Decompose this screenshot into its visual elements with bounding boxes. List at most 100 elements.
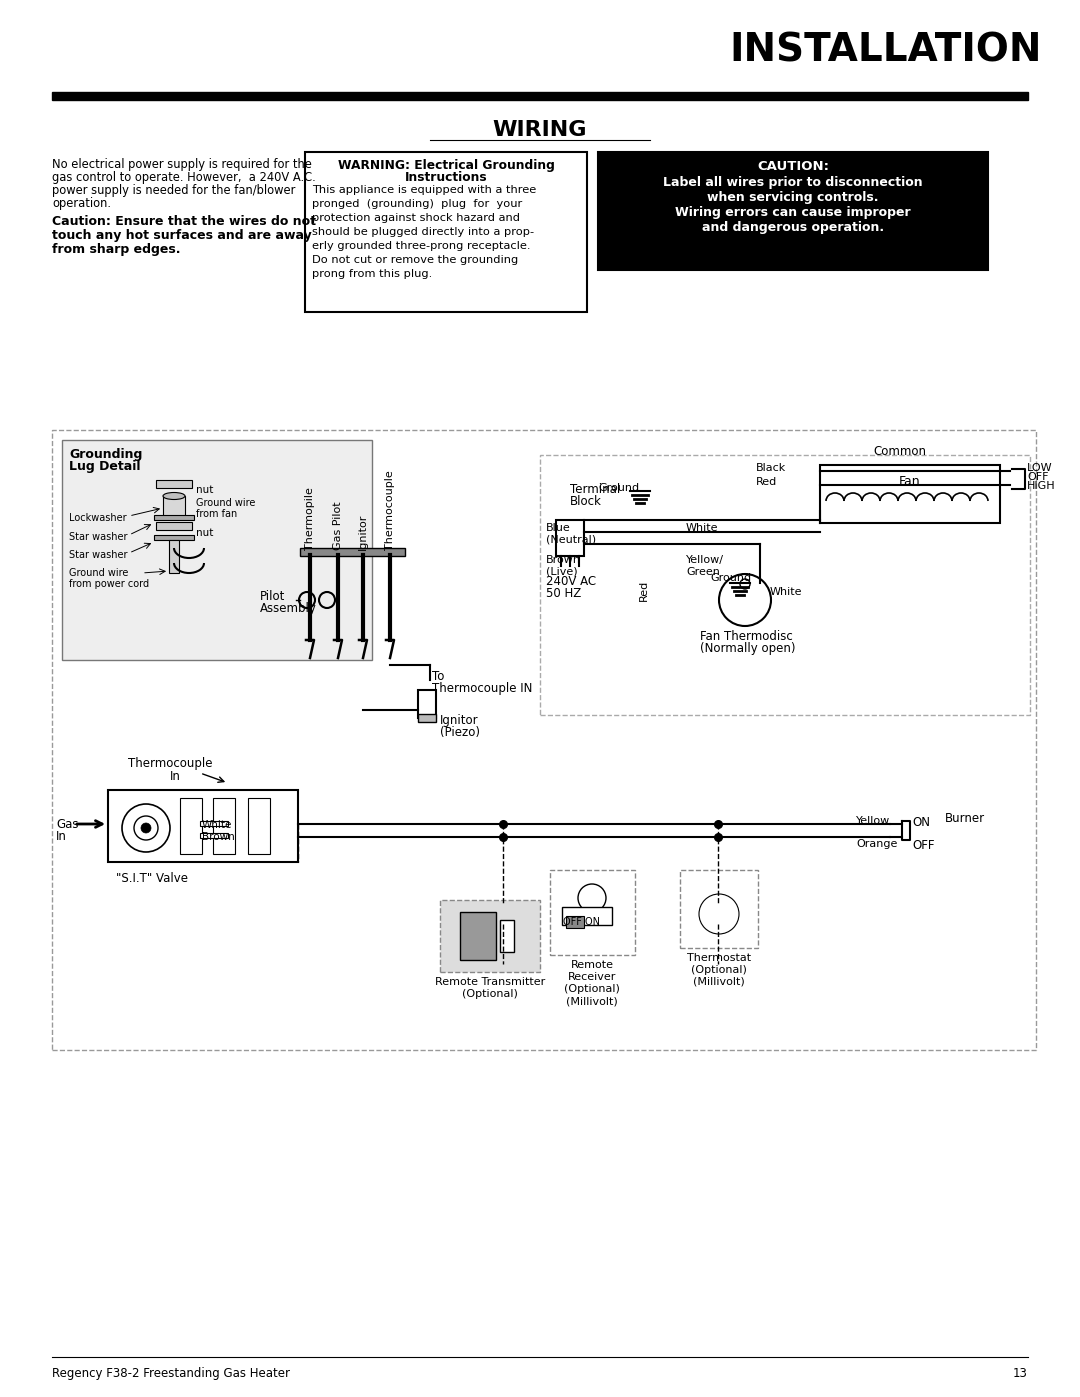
Text: Block: Block: [570, 495, 602, 509]
Text: OFF: OFF: [1027, 472, 1049, 482]
Bar: [562, 907, 612, 925]
Bar: [305, 152, 588, 312]
Text: Ground wire: Ground wire: [69, 569, 129, 578]
Text: Do not cut or remove the grounding: Do not cut or remove the grounding: [312, 256, 518, 265]
Text: Fan Thermodisc: Fan Thermodisc: [700, 630, 793, 643]
Text: Ground wire: Ground wire: [195, 497, 255, 509]
Text: when servicing controls.: when servicing controls.: [707, 191, 879, 204]
Bar: [154, 515, 194, 520]
Text: pronged  (grounding)  plug  for  your: pronged (grounding) plug for your: [312, 198, 523, 210]
Text: White: White: [686, 522, 718, 534]
Text: from power cord: from power cord: [69, 578, 149, 590]
Text: (Normally open): (Normally open): [700, 643, 796, 655]
Text: and dangerous operation.: and dangerous operation.: [702, 221, 885, 235]
Bar: [460, 912, 496, 960]
Text: Assembly: Assembly: [260, 602, 316, 615]
Text: 13: 13: [1013, 1368, 1028, 1380]
Bar: [180, 798, 202, 854]
Bar: [300, 548, 405, 556]
Text: Fan: Fan: [900, 475, 921, 488]
Text: Yellow: Yellow: [856, 816, 890, 826]
Text: Thermostat: Thermostat: [687, 953, 751, 963]
Text: Green: Green: [686, 567, 720, 577]
Text: Thermocouple: Thermocouple: [129, 757, 213, 770]
Text: Brown: Brown: [546, 555, 581, 564]
Text: CAUTION:: CAUTION:: [757, 161, 829, 173]
Text: from sharp edges.: from sharp edges.: [52, 243, 180, 256]
Text: (Live): (Live): [546, 567, 578, 577]
Bar: [598, 152, 988, 270]
Text: LOW: LOW: [1027, 462, 1053, 474]
Text: Receiver: Receiver: [568, 972, 617, 982]
Text: HIGH: HIGH: [1027, 481, 1055, 490]
Text: Pilot: Pilot: [260, 590, 285, 604]
Text: Ignitor: Ignitor: [357, 514, 368, 550]
Text: "S.I.T" Valve: "S.I.T" Valve: [116, 872, 188, 886]
Text: Gas: Gas: [56, 819, 79, 831]
Text: Yellow/: Yellow/: [686, 555, 724, 564]
Text: (Millivolt): (Millivolt): [693, 977, 745, 988]
Bar: [200, 833, 228, 838]
Text: Red: Red: [639, 580, 649, 601]
Text: OFF ON: OFF ON: [563, 916, 600, 928]
Bar: [163, 496, 185, 518]
Bar: [418, 714, 436, 722]
Text: Black: Black: [756, 462, 786, 474]
Text: Star washer: Star washer: [69, 532, 127, 542]
Bar: [550, 870, 635, 956]
Text: operation.: operation.: [52, 197, 111, 210]
Bar: [680, 870, 758, 949]
Text: Remote Transmitter: Remote Transmitter: [435, 977, 545, 988]
Text: protection against shock hazard and: protection against shock hazard and: [312, 212, 519, 224]
Text: Brown: Brown: [202, 833, 234, 842]
Text: nut: nut: [195, 528, 214, 538]
Bar: [248, 798, 270, 854]
Text: Terminal: Terminal: [570, 483, 620, 496]
Text: prong from this plug.: prong from this plug.: [312, 270, 432, 279]
Text: Star washer: Star washer: [69, 550, 127, 560]
Text: Wiring errors can cause improper: Wiring errors can cause improper: [675, 205, 910, 219]
Text: Lug Detail: Lug Detail: [69, 460, 140, 474]
Text: erly grounded three-prong receptacle.: erly grounded three-prong receptacle.: [312, 242, 530, 251]
Text: (Optional): (Optional): [564, 983, 620, 995]
Text: This appliance is equipped with a three: This appliance is equipped with a three: [312, 184, 537, 196]
Text: Thermopile: Thermopile: [305, 488, 315, 550]
Bar: [213, 798, 235, 854]
Text: (Piezo): (Piezo): [440, 726, 480, 739]
Bar: [108, 789, 298, 862]
Bar: [62, 440, 372, 659]
Text: Gas Pilot: Gas Pilot: [333, 502, 343, 550]
Text: Burner: Burner: [945, 812, 985, 826]
Text: White: White: [770, 587, 802, 597]
Text: OFF: OFF: [912, 840, 934, 852]
Text: Remote: Remote: [570, 960, 613, 970]
Bar: [820, 465, 1000, 522]
Text: No electrical power supply is required for the: No electrical power supply is required f…: [52, 158, 312, 170]
Text: Thermocouple: Thermocouple: [384, 471, 395, 550]
Bar: [500, 921, 514, 951]
Text: In: In: [56, 830, 67, 842]
Text: should be plugged directly into a prop-: should be plugged directly into a prop-: [312, 226, 535, 237]
Bar: [418, 690, 436, 718]
Text: Label all wires prior to disconnection: Label all wires prior to disconnection: [663, 176, 922, 189]
Text: Instructions: Instructions: [405, 170, 487, 184]
Text: Thermocouple IN: Thermocouple IN: [432, 682, 532, 694]
Text: Blue: Blue: [546, 522, 570, 534]
Ellipse shape: [163, 493, 185, 500]
Text: from fan: from fan: [195, 509, 238, 520]
Bar: [566, 916, 584, 928]
Text: 240V AC: 240V AC: [546, 576, 596, 588]
Text: To: To: [432, 671, 444, 683]
Bar: [52, 92, 1028, 101]
Text: Caution: Ensure that the wires do not: Caution: Ensure that the wires do not: [52, 215, 316, 228]
Bar: [168, 541, 179, 573]
Text: Red: Red: [756, 476, 778, 488]
Text: 50 HZ: 50 HZ: [546, 587, 581, 599]
Text: In: In: [170, 770, 180, 782]
Text: Ignitor: Ignitor: [440, 714, 478, 726]
Circle shape: [141, 823, 151, 833]
Text: nut: nut: [195, 485, 214, 495]
Text: Ground: Ground: [710, 573, 751, 583]
Text: White: White: [202, 820, 232, 830]
Bar: [440, 900, 540, 972]
